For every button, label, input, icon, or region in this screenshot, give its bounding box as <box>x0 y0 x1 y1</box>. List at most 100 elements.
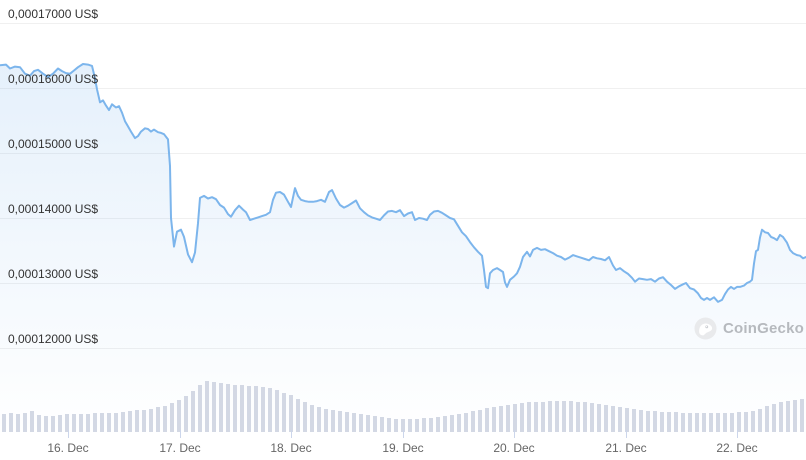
volume-bar <box>44 416 48 432</box>
volume-bars <box>2 381 804 432</box>
coingecko-logo-icon <box>694 317 717 340</box>
volume-bar <box>555 401 559 432</box>
volume-bar <box>387 418 391 432</box>
volume-bar <box>107 413 111 432</box>
volume-bar <box>625 408 629 432</box>
volume-bar <box>317 407 321 432</box>
volume-bar <box>331 410 335 432</box>
coingecko-watermark-text: CoinGecko <box>723 320 804 337</box>
volume-bar <box>457 414 461 432</box>
volume-bar <box>513 404 517 432</box>
volume-bar <box>114 413 118 432</box>
volume-bar <box>401 419 405 432</box>
volume-bar <box>93 413 97 432</box>
x-axis-label: 19. Dec <box>382 441 424 455</box>
volume-bar <box>709 413 713 432</box>
volume-bar <box>569 401 573 432</box>
volume-bar <box>541 402 545 432</box>
volume-bar <box>576 402 580 432</box>
x-axis-label: 18. Dec <box>270 441 312 455</box>
price-area-fill <box>0 64 806 432</box>
volume-bar <box>37 415 41 432</box>
volume-bar <box>303 402 307 432</box>
volume-bar <box>674 412 678 432</box>
volume-bar <box>436 417 440 432</box>
volume-bar <box>2 414 6 432</box>
x-axis-label: 20. Dec <box>493 441 535 455</box>
volume-bar <box>65 414 69 432</box>
volume-bar <box>289 395 293 432</box>
volume-bar <box>191 391 195 432</box>
volume-bar <box>464 413 468 432</box>
volume-bar <box>79 414 83 432</box>
volume-bar <box>534 402 538 432</box>
volume-bar <box>142 410 146 432</box>
volume-bar <box>478 410 482 432</box>
volume-bar <box>492 407 496 432</box>
volume-bar <box>9 413 13 432</box>
volume-bar <box>100 413 104 432</box>
volume-bar <box>779 402 783 432</box>
volume-bar <box>443 416 447 432</box>
x-axis-label: 21. Dec <box>605 441 647 455</box>
volume-bar <box>716 413 720 432</box>
volume-bar <box>485 408 489 432</box>
volume-bar <box>527 402 531 432</box>
volume-bar <box>758 409 762 432</box>
volume-bar <box>562 401 566 432</box>
volume-bar <box>548 401 552 432</box>
volume-bar <box>345 412 349 432</box>
volume-bar <box>604 405 608 432</box>
volume-bar <box>163 406 167 432</box>
volume-bar <box>58 415 62 432</box>
y-axis-label: 0,00013000 US$ <box>8 267 99 281</box>
volume-bar <box>800 399 804 432</box>
volume-bar <box>653 411 657 432</box>
volume-bar <box>219 383 223 432</box>
volume-bar <box>135 410 139 432</box>
volume-bar <box>177 400 181 432</box>
volume-bar <box>520 403 524 432</box>
volume-bar <box>184 396 188 432</box>
y-axis-label: 0,00017000 US$ <box>8 7 99 21</box>
volume-bar <box>86 414 90 432</box>
volume-bar <box>254 386 258 432</box>
volume-bar <box>702 413 706 432</box>
volume-bar <box>205 381 209 432</box>
volume-bar <box>352 413 356 432</box>
volume-bar <box>450 415 454 432</box>
volume-bar <box>240 385 244 432</box>
volume-bar <box>366 415 370 432</box>
volume-bar <box>373 416 377 432</box>
volume-bar <box>667 412 671 432</box>
x-axis-label: 17. Dec <box>159 441 201 455</box>
volume-bar <box>506 405 510 432</box>
y-axis-label: 0,00012000 US$ <box>8 332 99 346</box>
volume-bar <box>247 386 251 432</box>
y-axis-label: 0,00016000 US$ <box>8 72 99 86</box>
volume-bar <box>723 413 727 432</box>
volume-bar <box>688 413 692 432</box>
volume-bar <box>338 411 342 432</box>
x-axis-label: 16. Dec <box>47 441 89 455</box>
volume-bar <box>765 406 769 432</box>
volume-bar <box>212 382 216 432</box>
volume-bar <box>16 414 20 432</box>
volume-bar <box>583 402 587 432</box>
volume-bar <box>261 387 265 432</box>
volume-bar <box>310 405 314 432</box>
volume-bar <box>618 407 622 432</box>
volume-bar <box>429 418 433 432</box>
volume-bar <box>275 390 279 432</box>
volume-bar <box>590 403 594 432</box>
volume-bar <box>324 409 328 432</box>
volume-bar <box>359 414 363 432</box>
price-line <box>0 63 806 303</box>
volume-bar <box>793 400 797 432</box>
volume-bar <box>296 399 300 432</box>
volume-bar <box>128 411 132 432</box>
volume-bar <box>121 412 125 432</box>
volume-bar <box>380 417 384 432</box>
